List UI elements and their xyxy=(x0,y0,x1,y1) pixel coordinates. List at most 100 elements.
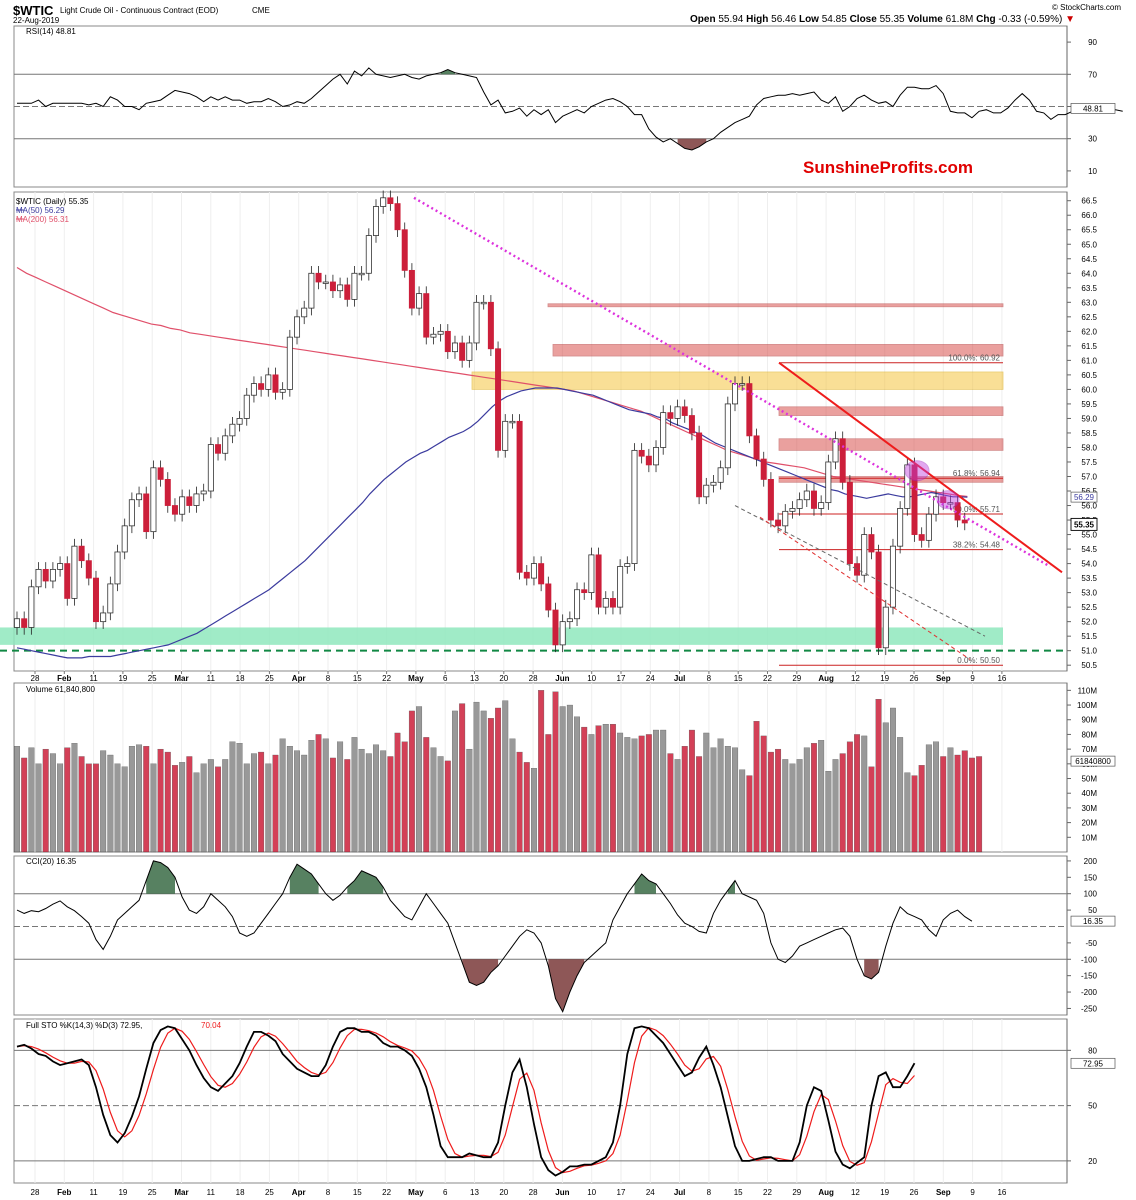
candle xyxy=(796,492,803,516)
cci-line xyxy=(16,860,973,1013)
candle xyxy=(451,335,458,359)
volume-bar xyxy=(114,763,121,853)
candle-body xyxy=(602,598,609,608)
volume-bar xyxy=(480,710,487,853)
candle xyxy=(250,376,257,403)
sto-title: Full STO %K(14,3) %D(3) 72.95, xyxy=(26,1021,142,1030)
candle-body xyxy=(35,568,42,588)
candle xyxy=(552,602,559,653)
candle xyxy=(516,414,523,580)
y-tick-label: 53.5 xyxy=(1081,574,1097,583)
candle-body xyxy=(947,502,954,505)
x-tick-label: Mar xyxy=(174,674,188,683)
volume-bar xyxy=(602,723,609,853)
volume-bar xyxy=(789,763,796,853)
bottom-x-tick-label: 11 xyxy=(89,1188,98,1197)
y-tick-label: 52.0 xyxy=(1081,618,1097,627)
volume-bar xyxy=(631,738,638,853)
volume-bar xyxy=(466,748,473,853)
candle-body xyxy=(732,383,739,405)
volume-bar xyxy=(49,753,56,853)
high-value: 56.46 xyxy=(771,14,797,25)
volume-bar xyxy=(653,729,659,853)
candle-body xyxy=(710,481,717,486)
candle xyxy=(617,559,624,615)
x-tick-label: 19 xyxy=(880,674,889,683)
volume-bar xyxy=(566,704,573,853)
candle-body xyxy=(681,406,688,416)
y-tick-label: 55.0 xyxy=(1081,531,1097,540)
rsi-value-box-text: 48.81 xyxy=(1083,104,1104,113)
candle xyxy=(459,335,466,368)
x-tick-label: May xyxy=(408,674,424,683)
volume-bar xyxy=(21,757,28,853)
ma50-value-box xyxy=(1070,491,1098,503)
candle-body xyxy=(128,499,135,527)
cci-overbought-fill xyxy=(146,860,175,894)
y-tick-label: 20 xyxy=(1088,1157,1097,1166)
volume-bar xyxy=(696,756,703,853)
volume-bar xyxy=(401,741,408,853)
bottom-x-tick-label: Sep xyxy=(936,1188,951,1197)
candle-body xyxy=(200,490,207,495)
rsi-oversold-fill xyxy=(677,138,707,150)
candle-body xyxy=(243,394,250,419)
candle xyxy=(624,556,631,574)
candle-body xyxy=(114,551,121,585)
rsi-line xyxy=(17,67,1123,151)
y-tick-label: 30M xyxy=(1081,804,1097,813)
candle-body xyxy=(660,412,667,448)
close-value: 55.35 xyxy=(1074,520,1095,529)
candle-body xyxy=(933,496,940,515)
open-label: Open xyxy=(690,14,716,25)
x-tick-label: 12 xyxy=(851,674,860,683)
volume-value-box-text: 61840800 xyxy=(1075,757,1111,766)
candle xyxy=(358,266,365,281)
candle-body xyxy=(674,406,681,419)
volume-value: 61.8M xyxy=(945,14,974,25)
x-tick-label: 22 xyxy=(382,674,391,683)
volume-bar xyxy=(286,746,293,853)
candle-body xyxy=(825,461,832,504)
candle-body xyxy=(617,566,624,608)
candle xyxy=(581,582,588,600)
y-tick-label: 65.0 xyxy=(1081,240,1097,249)
trendline-dashed-red xyxy=(759,516,971,660)
candle xyxy=(92,570,99,629)
x-tick-label: 16 xyxy=(997,674,1006,683)
candle-body xyxy=(179,496,186,515)
x-tick-label: 11 xyxy=(207,674,216,683)
candle xyxy=(365,228,372,281)
volume-bar xyxy=(911,775,918,853)
volume-bar xyxy=(157,748,164,853)
candle xyxy=(401,222,408,278)
candle-body xyxy=(782,510,789,527)
candle-body xyxy=(100,612,107,623)
candle-body xyxy=(559,621,566,646)
volume-bar xyxy=(35,763,42,853)
fibonacci-label: 38.2%: 54.48 xyxy=(953,541,1001,550)
y-tick-label: 50 xyxy=(1088,1102,1097,1111)
volume-bar xyxy=(803,747,810,853)
bottom-x-tick-label: 24 xyxy=(646,1188,655,1197)
candle-body xyxy=(925,513,932,541)
candle xyxy=(222,428,229,461)
bottom-x-tick-label: 26 xyxy=(910,1188,919,1197)
candle-body xyxy=(753,435,760,460)
y-tick-label: 64.5 xyxy=(1081,255,1097,264)
candle xyxy=(258,376,265,397)
candle xyxy=(394,196,401,237)
bottom-x-tick-label: 12 xyxy=(851,1188,860,1197)
sto-value-box xyxy=(1070,1057,1116,1069)
volume-bar xyxy=(624,737,631,853)
candle xyxy=(143,486,150,539)
volume-title: Volume 61,840,800 xyxy=(26,685,95,694)
candle xyxy=(889,538,896,615)
candle xyxy=(200,483,207,502)
x-tick-label: Aug xyxy=(818,674,834,683)
candle xyxy=(904,457,911,516)
candle xyxy=(286,329,293,397)
candle-body xyxy=(624,563,631,567)
volume-bar xyxy=(724,746,731,853)
candle-body xyxy=(222,435,229,454)
